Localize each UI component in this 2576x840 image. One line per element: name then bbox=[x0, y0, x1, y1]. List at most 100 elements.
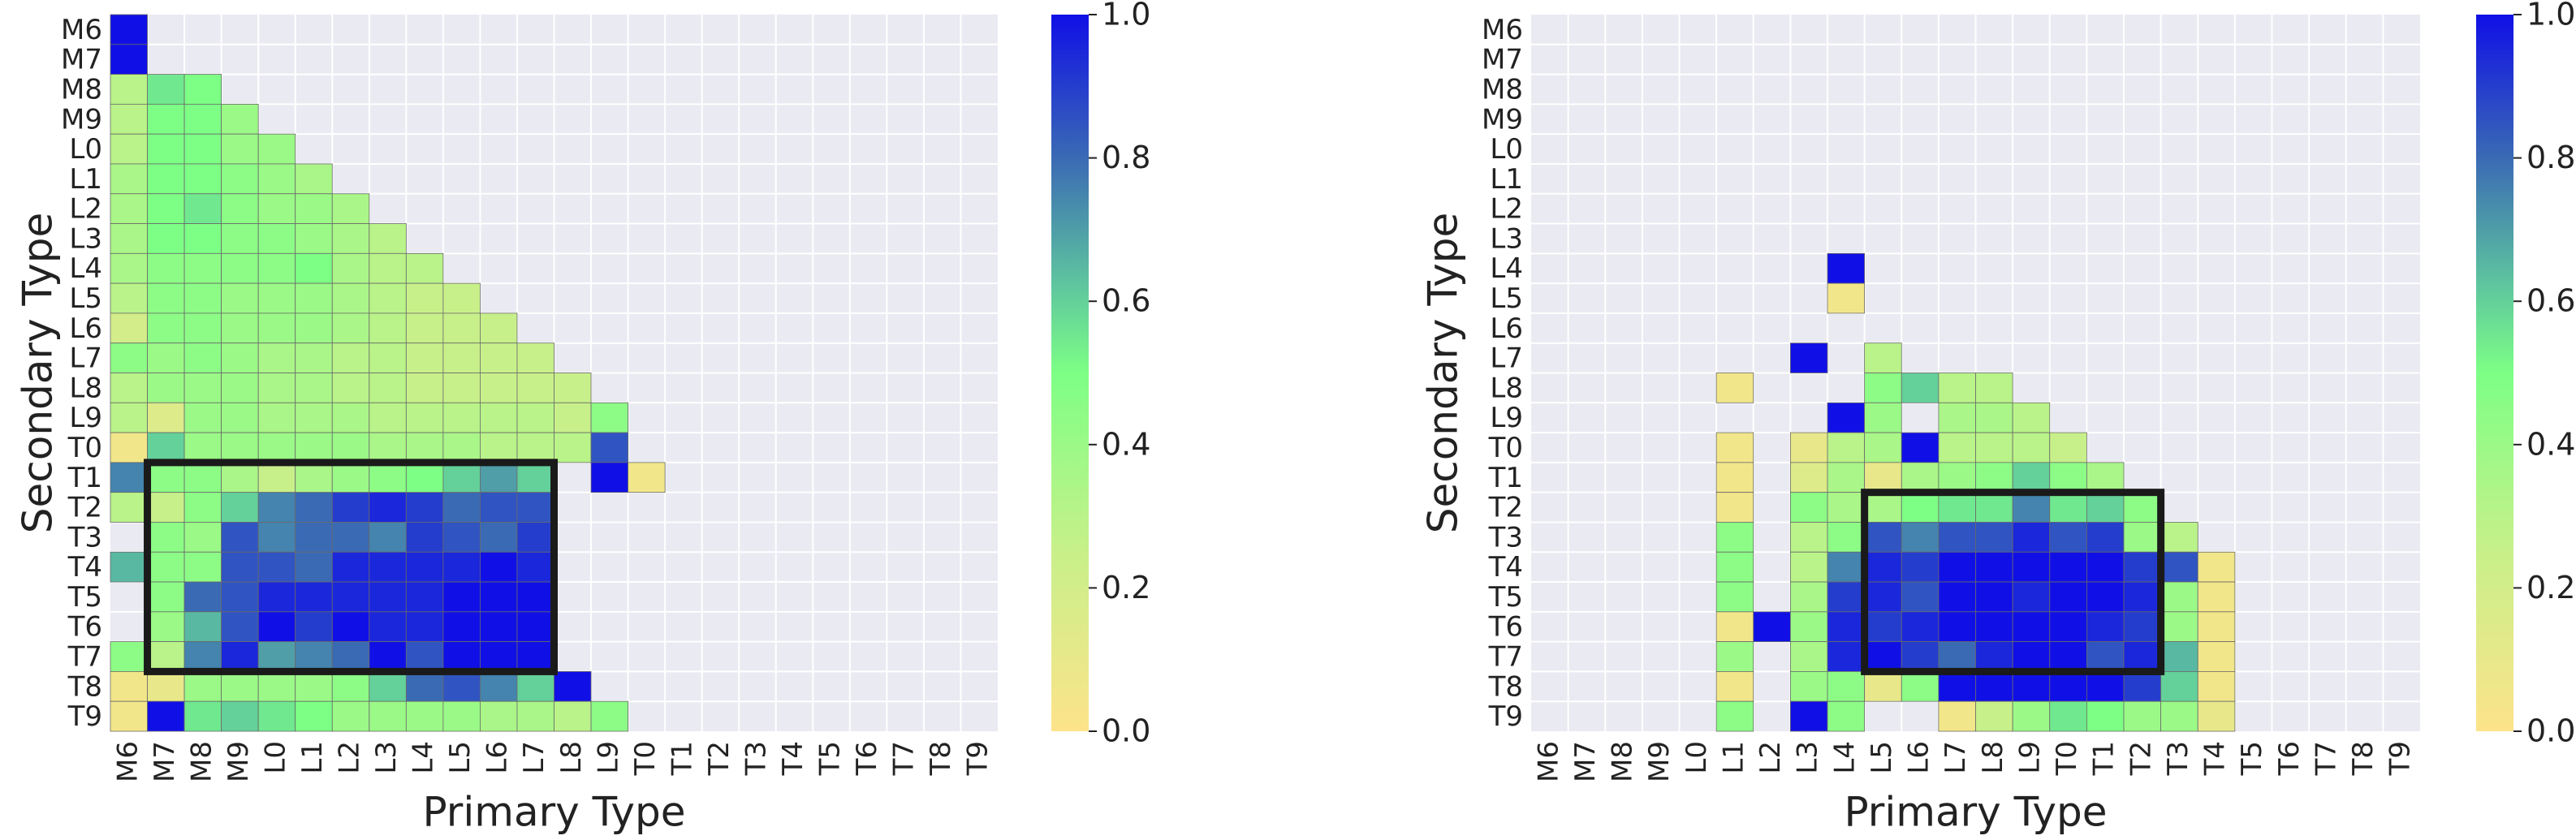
heatmap-cell bbox=[1938, 551, 1976, 583]
heatmap-cell bbox=[221, 373, 259, 403]
heatmap-cell bbox=[2197, 671, 2236, 702]
heatmap-cell bbox=[257, 551, 296, 583]
y-tick-label: T1 bbox=[1488, 462, 1523, 494]
heatmap-cell bbox=[295, 581, 333, 613]
heatmap-cell bbox=[1864, 522, 1902, 553]
heatmap-cell bbox=[2086, 641, 2125, 672]
heatmap-cell bbox=[221, 462, 259, 493]
heatmap-cell bbox=[369, 373, 407, 403]
heatmap-cell bbox=[2123, 551, 2162, 583]
colorbar bbox=[1051, 15, 1089, 731]
heatmap-cell bbox=[442, 581, 481, 613]
heatmap-cell bbox=[147, 163, 185, 195]
heatmap-cell bbox=[1864, 342, 1902, 373]
heatmap-cell bbox=[405, 700, 444, 732]
heatmap-cell bbox=[257, 641, 296, 672]
x-tick-label: T8 bbox=[925, 741, 957, 776]
heatmap-cell bbox=[331, 641, 370, 672]
heatmap-cell bbox=[331, 432, 370, 463]
heatmap-cell bbox=[369, 581, 407, 613]
y-tick-label: L5 bbox=[69, 282, 102, 315]
x-axis-label: Primary Type bbox=[1845, 789, 2108, 836]
y-tick-label: T4 bbox=[1488, 551, 1523, 584]
heatmap-cell bbox=[405, 522, 444, 553]
heatmap-cell bbox=[2160, 551, 2198, 583]
heatmap-cell bbox=[1975, 611, 2013, 643]
heatmap-cell bbox=[147, 551, 185, 583]
heatmap-cell bbox=[1715, 671, 1754, 702]
y-tick-label: T3 bbox=[67, 521, 102, 554]
x-tick-label: T7 bbox=[2310, 741, 2342, 776]
heatmap-cell bbox=[183, 373, 222, 403]
heatmap-cell bbox=[257, 432, 296, 463]
y-tick-label: T7 bbox=[67, 641, 102, 674]
y-tick-label: T2 bbox=[1488, 492, 1523, 524]
x-tick-label: T5 bbox=[814, 741, 847, 776]
heatmap-cell bbox=[295, 193, 333, 224]
heatmap-cell bbox=[183, 193, 222, 224]
y-tick-label: L4 bbox=[69, 252, 102, 285]
heatmap-cell bbox=[1975, 641, 2013, 672]
heatmap-cell bbox=[516, 641, 554, 672]
heatmap-cell bbox=[1901, 671, 1940, 702]
colorbar-tick-label: 1.0 bbox=[1102, 0, 1150, 32]
heatmap-cell bbox=[183, 492, 222, 523]
heatmap-cell bbox=[2049, 492, 2087, 523]
heatmap-cell bbox=[147, 641, 185, 672]
heatmap-cell bbox=[110, 103, 148, 135]
x-tick-label: T4 bbox=[777, 741, 809, 776]
heatmap-cell bbox=[1864, 402, 1902, 433]
heatmap-cell bbox=[295, 282, 333, 314]
heatmap-cell bbox=[1864, 492, 1902, 523]
heatmap-cell bbox=[257, 312, 296, 344]
heatmap-cell bbox=[221, 193, 259, 224]
heatmap-cell bbox=[1864, 373, 1902, 403]
heatmap-cell bbox=[110, 252, 148, 284]
heatmap-cell bbox=[221, 641, 259, 672]
heatmap-cell bbox=[221, 432, 259, 463]
x-tick-label: L5 bbox=[444, 741, 477, 774]
heatmap-cell bbox=[1938, 402, 1976, 433]
heatmap-cell bbox=[1901, 522, 1940, 553]
heatmap-cell bbox=[1789, 432, 1828, 463]
x-tick-label: T6 bbox=[2273, 741, 2306, 776]
y-tick-label: L3 bbox=[69, 222, 102, 255]
heatmap-cell bbox=[1938, 671, 1976, 702]
heatmap-cell bbox=[1938, 462, 1976, 493]
y-tick-label: L9 bbox=[1490, 402, 1523, 434]
heatmap-cell bbox=[1938, 492, 1976, 523]
heatmap-cell bbox=[221, 252, 259, 284]
x-tick-label: M6 bbox=[111, 741, 144, 782]
heatmap-cell bbox=[442, 342, 481, 373]
heatmap-cell bbox=[221, 522, 259, 553]
heatmap-cell bbox=[480, 432, 518, 463]
heatmap-cell bbox=[110, 641, 148, 672]
heatmap-cell bbox=[295, 462, 333, 493]
colorbar-tick-label: 0.4 bbox=[1102, 426, 1150, 462]
heatmap-cell bbox=[1827, 402, 1866, 433]
heatmap-cell bbox=[221, 223, 259, 254]
heatmap-cell bbox=[1975, 551, 2013, 583]
heatmap-cell bbox=[1715, 492, 1754, 523]
heatmap-cell bbox=[257, 581, 296, 613]
heatmap-cell bbox=[516, 700, 554, 732]
heatmap-cell bbox=[554, 700, 592, 732]
heatmap-cell bbox=[110, 551, 148, 583]
heatmap-cell bbox=[1901, 462, 1940, 493]
heatmap-cell bbox=[405, 282, 444, 314]
heatmap-cell bbox=[590, 462, 628, 493]
heatmap-cell bbox=[2086, 462, 2125, 493]
heatmap-cell bbox=[147, 74, 185, 105]
y-tick-label: M7 bbox=[1482, 44, 1523, 76]
heatmap-cell bbox=[257, 522, 296, 553]
heatmap-cell bbox=[369, 252, 407, 284]
heatmap-cell bbox=[221, 103, 259, 135]
heatmap-cell bbox=[442, 312, 481, 344]
heatmap-cell bbox=[2049, 462, 2087, 493]
x-tick-label: T7 bbox=[888, 741, 921, 776]
heatmap-cell bbox=[110, 342, 148, 373]
y-tick-label: L5 bbox=[1490, 282, 1523, 315]
heatmap-cell bbox=[516, 581, 554, 613]
heatmap-cell bbox=[221, 581, 259, 613]
